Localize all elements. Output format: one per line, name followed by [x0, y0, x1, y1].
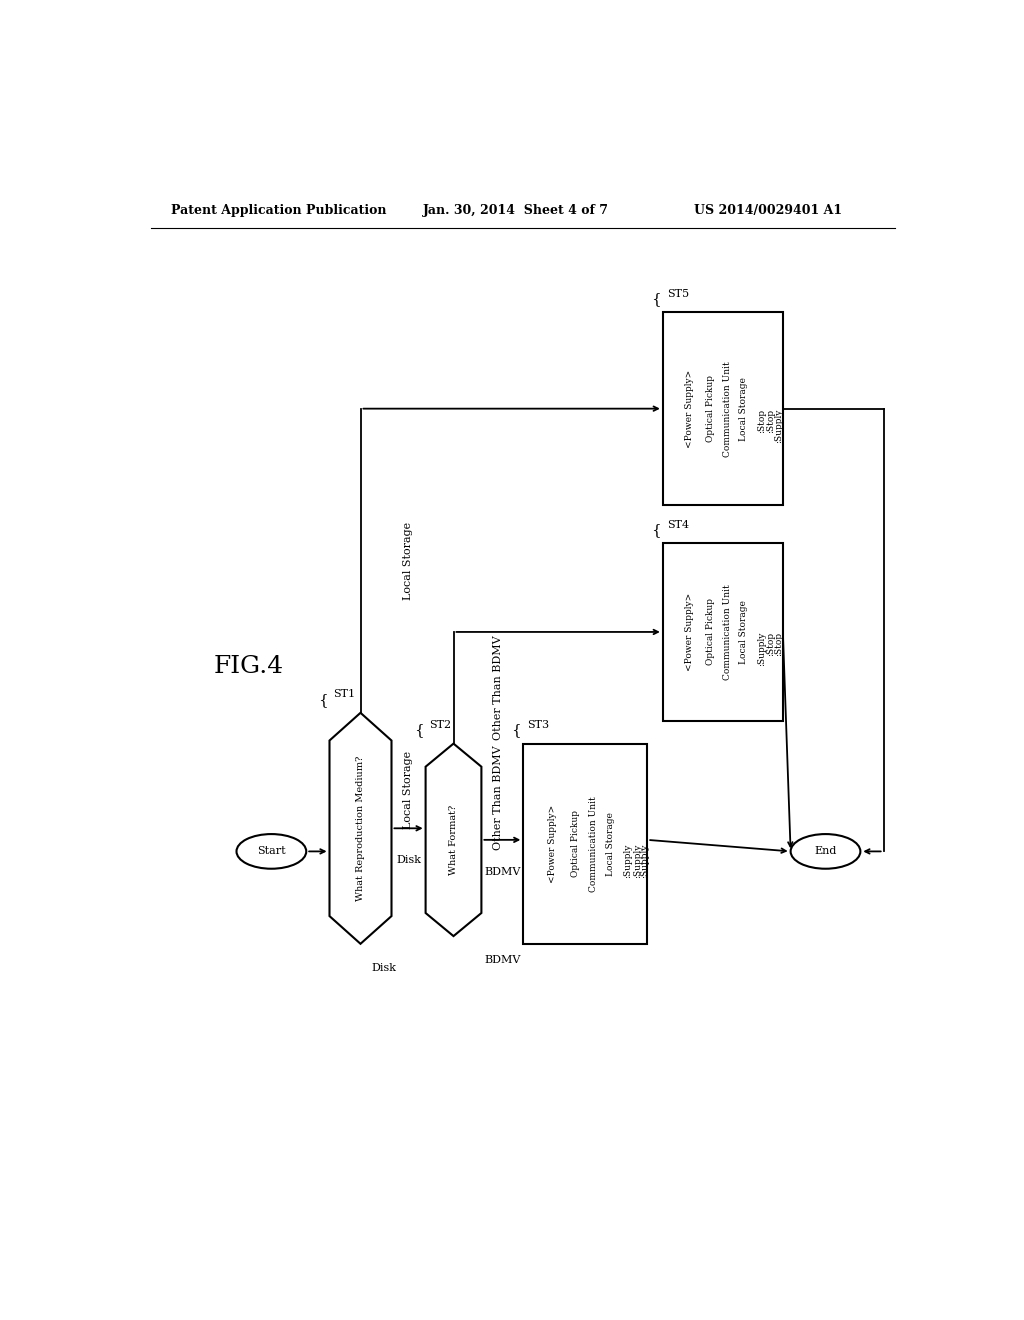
Text: :Supply: :Supply — [758, 632, 766, 667]
Text: Other Than BDMV: Other Than BDMV — [493, 746, 503, 850]
Text: Disk: Disk — [372, 964, 396, 973]
Text: :Supply: :Supply — [624, 843, 633, 878]
Text: Optical Pickup: Optical Pickup — [707, 598, 716, 665]
Text: {: { — [511, 723, 521, 738]
Text: Optical Pickup: Optical Pickup — [571, 810, 581, 878]
Text: Optical Pickup: Optical Pickup — [707, 375, 716, 442]
Text: {: { — [650, 292, 660, 306]
Text: BDMV: BDMV — [484, 956, 520, 965]
Text: ST3: ST3 — [527, 719, 549, 730]
Text: Local Storage: Local Storage — [739, 601, 748, 664]
Polygon shape — [426, 743, 481, 936]
Text: BDMV: BDMV — [484, 867, 520, 876]
Ellipse shape — [237, 834, 306, 869]
Text: {: { — [318, 693, 328, 706]
Text: What Reproduction Medium?: What Reproduction Medium? — [356, 755, 365, 902]
Text: Communication Unit: Communication Unit — [723, 360, 731, 457]
Bar — [663, 313, 783, 506]
Text: ST5: ST5 — [667, 289, 689, 298]
Text: Local Storage: Local Storage — [403, 751, 413, 829]
Text: US 2014/0029401 A1: US 2014/0029401 A1 — [693, 205, 842, 218]
Text: What Format?: What Format? — [449, 805, 458, 875]
Text: {: { — [650, 523, 660, 537]
Text: Patent Application Publication: Patent Application Publication — [171, 205, 386, 218]
Text: <Power Supply>: <Power Supply> — [685, 370, 694, 447]
Text: :Supply: :Supply — [774, 409, 783, 444]
Text: Jan. 30, 2014  Sheet 4 of 7: Jan. 30, 2014 Sheet 4 of 7 — [423, 205, 608, 218]
Text: Local Storage: Local Storage — [403, 521, 413, 599]
Polygon shape — [330, 713, 391, 944]
Text: :Stop: :Stop — [766, 632, 775, 656]
Text: Local Storage: Local Storage — [739, 376, 748, 441]
Bar — [523, 743, 647, 944]
Ellipse shape — [791, 834, 860, 869]
Text: {: { — [415, 723, 424, 738]
Text: Other Than BDMV: Other Than BDMV — [493, 635, 503, 741]
Text: Local Storage: Local Storage — [605, 812, 614, 875]
Text: :Stop: :Stop — [766, 409, 775, 433]
Text: ST1: ST1 — [334, 689, 355, 700]
Text: ST4: ST4 — [667, 520, 689, 529]
Text: Start: Start — [257, 846, 286, 857]
Text: FIG.4: FIG.4 — [213, 655, 284, 678]
Text: :Stop: :Stop — [758, 409, 766, 433]
Text: <Power Supply>: <Power Supply> — [548, 805, 557, 883]
Text: <Power Supply>: <Power Supply> — [685, 593, 694, 671]
Text: Disk: Disk — [396, 855, 421, 865]
Bar — [663, 544, 783, 721]
Text: ST2: ST2 — [429, 719, 452, 730]
Text: :Stop: :Stop — [774, 632, 783, 656]
Text: :Supply: :Supply — [640, 843, 649, 878]
Text: Communication Unit: Communication Unit — [723, 583, 731, 680]
Text: End: End — [814, 846, 837, 857]
Text: Communication Unit: Communication Unit — [589, 796, 597, 891]
Text: :Supply: :Supply — [633, 843, 642, 878]
